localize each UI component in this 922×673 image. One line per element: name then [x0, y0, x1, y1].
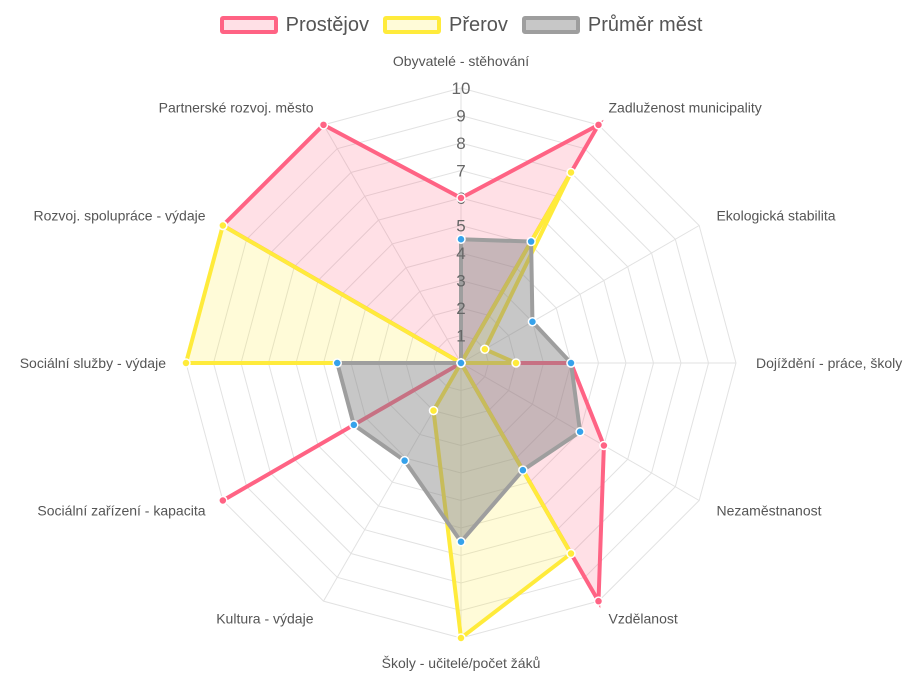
axis-label: Sociální služby - výdaje: [20, 355, 167, 371]
data-point: [349, 420, 359, 430]
data-point: [456, 358, 466, 368]
axis-label: Dojíždění - práce, školy: [756, 355, 902, 371]
tick-label: 9: [456, 107, 465, 126]
legend-label-prerov: Přerov: [449, 13, 508, 36]
axis-label: Partnerské rozvoj. město: [159, 100, 314, 116]
tick-label: 10: [452, 79, 471, 98]
data-point: [593, 120, 604, 130]
series-area-2: [334, 237, 583, 546]
data-point: [456, 633, 466, 643]
data-point: [318, 120, 329, 130]
legend-item-prumer-mest[interactable]: Průměr měst: [521, 13, 703, 37]
legend-swatch-prostejov: [219, 16, 278, 34]
data-point: [428, 405, 439, 416]
data-point: [566, 358, 576, 368]
tick-label: 4: [456, 244, 465, 263]
data-point: [456, 193, 466, 203]
axis-label: Kultura - výdaje: [216, 610, 313, 626]
data-point: [566, 167, 576, 178]
legend-swatch-prumer-mest: [521, 16, 580, 34]
data-point: [599, 440, 609, 451]
tick-label: 8: [456, 134, 465, 153]
data-point: [218, 220, 228, 231]
axis-label: Ekologická stabilita: [716, 208, 835, 224]
data-point: [527, 317, 538, 327]
axis-label: Obyvatelé - stěhování: [393, 53, 529, 69]
data-point: [456, 234, 466, 244]
legend-label-prostejov: Prostějov: [285, 13, 369, 36]
tick-label: 1: [456, 327, 465, 346]
data-point: [181, 358, 191, 368]
axis-label: Rozvoj. spolupráce - výdaje: [34, 208, 206, 224]
data-point: [399, 455, 410, 466]
data-point: [593, 596, 604, 606]
chart-legend: Prostějov Přerov Průměr měst: [0, 10, 922, 40]
tick-label: 3: [456, 272, 465, 291]
data-point: [575, 427, 585, 437]
series-area-1: [183, 171, 574, 642]
legend-item-prostejov[interactable]: Prostějov: [219, 13, 369, 37]
tick-label: 2: [456, 299, 465, 318]
data-point: [518, 465, 528, 475]
legend-label-prumer-mest: Průměr měst: [587, 13, 703, 36]
tick-label: 5: [456, 217, 465, 236]
data-point: [456, 537, 466, 547]
data-point: [566, 548, 576, 559]
data-point: [526, 236, 536, 247]
axis-label: Vzdělanost: [609, 610, 678, 626]
axis-spoke: [460, 225, 700, 364]
data-point: [480, 344, 490, 354]
axis-label: Sociální zařízení - kapacita: [37, 503, 205, 519]
axis-label: Zadluženost municipality: [609, 100, 762, 116]
data-point: [218, 495, 228, 506]
legend-swatch-prerov: [383, 16, 441, 34]
tick-label: 7: [456, 162, 465, 181]
data-point: [332, 358, 342, 368]
data-point: [511, 358, 521, 368]
axis-label: Nezaměstnanost: [716, 503, 821, 519]
legend-item-prerov[interactable]: Přerov: [383, 14, 508, 37]
axis-label: Školy - učitelé/počet žáků: [382, 655, 541, 671]
axis-spoke: [323, 124, 462, 364]
